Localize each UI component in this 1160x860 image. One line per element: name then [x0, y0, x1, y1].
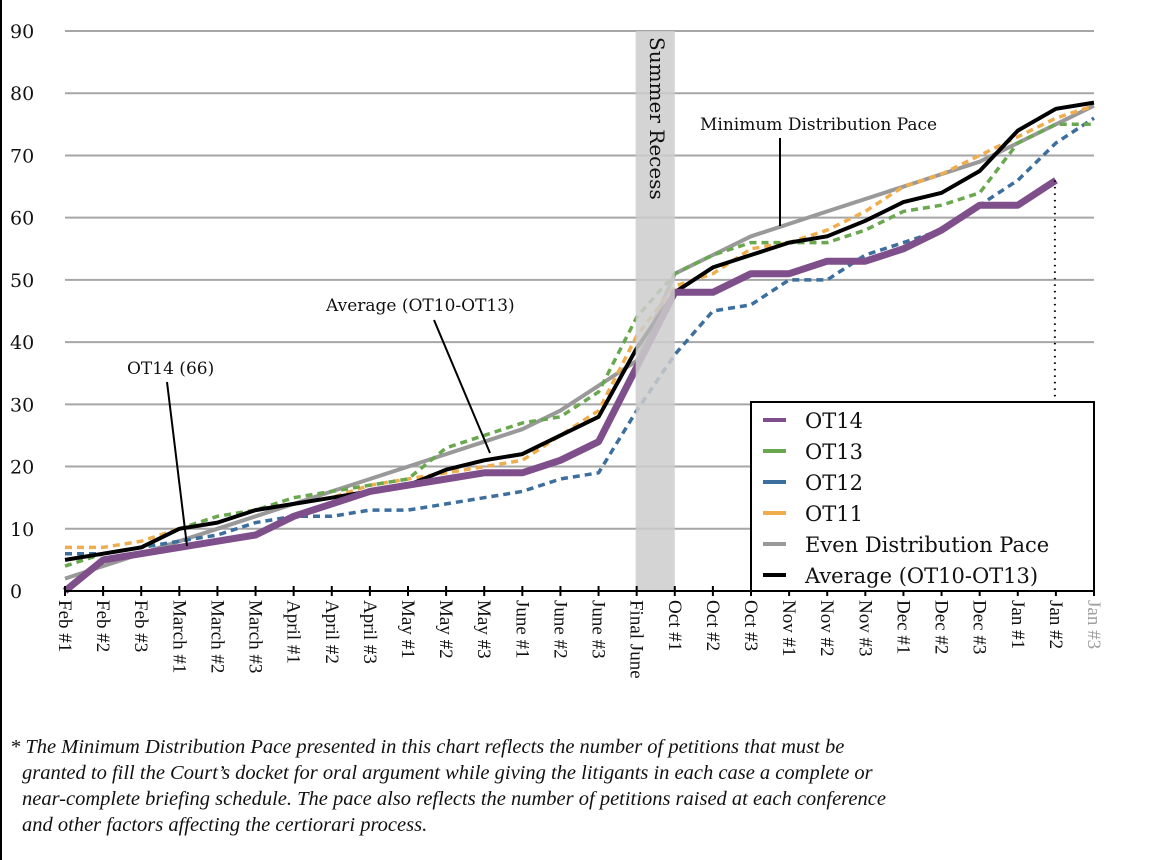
summer-recess-band: [635, 31, 675, 591]
x-tick-label: Dec #2: [931, 600, 952, 654]
annotations: OT14 (66) Average (OT10-OT13) Minimum Dist…: [127, 115, 1056, 547]
series-line-ot11: [65, 104, 1095, 550]
annotation-leader-line: [166, 381, 188, 547]
x-tick-label: Nov #2: [816, 600, 837, 656]
x-tick-label: Oct #1: [664, 600, 685, 651]
y-tick-label: 0: [10, 581, 22, 603]
x-tick-label: June #3: [588, 600, 609, 659]
series-line-ot13: [64, 122, 1094, 568]
y-tick-label: 40: [10, 332, 34, 354]
x-tick-label: May #2: [435, 600, 456, 659]
x-tick-label: Nov #1: [778, 600, 799, 656]
x-tick-label: June #2: [549, 600, 570, 659]
footnote-line: * The Minimum Distribution Pace presente…: [10, 736, 845, 758]
x-tick-label: Oct #3: [740, 600, 761, 651]
footnote-line: and other factors affecting the certiora…: [22, 814, 428, 836]
legend-label: Even Distribution Pace: [805, 533, 1049, 557]
series-lines: Summer Recess: [62, 31, 1095, 594]
legend-label: Average (OT10-OT13): [804, 564, 1038, 588]
x-tick-label: April #1: [283, 600, 304, 664]
y-tick-label: 10: [10, 519, 34, 541]
x-tick-label: March #2: [206, 600, 227, 673]
annotation-leader-line: [433, 319, 491, 454]
x-tick-label: Final June: [626, 600, 647, 679]
legend-label: OT14: [805, 409, 863, 433]
x-axis-tick-labels: Feb #1 Feb #2 Feb #3 March #1 March #2 March …: [54, 600, 1104, 679]
y-tick-label: 90: [10, 21, 34, 43]
series-line-average-ot10-ot13: [64, 100, 1095, 562]
x-tick-label: April #3: [359, 600, 380, 664]
x-tick-label: May #1: [397, 600, 418, 659]
x-tick-label: Oct #2: [702, 600, 723, 651]
legend-box: [750, 401, 1095, 592]
legend-label: OT11: [805, 502, 863, 526]
x-tick-label: Dec #1: [892, 600, 913, 654]
annotation-label: Average (OT10-OT13): [325, 296, 515, 316]
footnote-line: granted to fill the Court’s docket for o…: [22, 762, 873, 784]
y-axis-ticks: 0 10 20 30 40 50 60 70 80 90: [10, 21, 34, 603]
y-tick-label: 30: [10, 394, 34, 416]
y-tick-label: 20: [10, 457, 34, 479]
x-tick-label: Jan #2: [1045, 600, 1066, 649]
legend: OT14 OT13 OT12 OT11 Even Distribution Pace Av…: [750, 401, 1095, 592]
x-tick-label: March #3: [245, 600, 266, 673]
x-tick-label: Feb #2: [92, 600, 113, 652]
x-tick-label: Feb #3: [130, 600, 151, 652]
series-line-ot14: [62, 177, 1058, 594]
x-tick-label: Jan #3: [1083, 600, 1104, 649]
x-tick-label: Jan #1: [1007, 600, 1028, 649]
y-tick-label: 60: [10, 208, 34, 230]
x-tick-label: Dec #3: [969, 600, 990, 654]
x-tick-label: Feb #1: [54, 600, 75, 652]
y-tick-label: 80: [10, 83, 34, 105]
series-line-ot12: [65, 116, 1095, 556]
x-tick-label: March #1: [168, 600, 189, 673]
footnote-line: near-complete briefing schedule. The pac…: [22, 788, 886, 810]
y-tick-label: 70: [10, 145, 34, 167]
x-tick-label: April #2: [321, 600, 342, 664]
footnote: * The Minimum Distribution Pace presente…: [10, 734, 1110, 838]
summer-recess-label: Summer Recess: [645, 37, 669, 200]
x-tick-label: June #1: [511, 600, 532, 659]
legend-label: OT13: [805, 440, 863, 464]
line-chart: 0 10 20 30 40 50 60 70 80 90 Summer Recess Feb #1…: [10, 21, 1104, 679]
annotation-label: OT14 (66): [127, 359, 214, 379]
legend-label: OT12: [805, 471, 863, 495]
x-tick-label: Nov #3: [854, 600, 875, 656]
y-tick-label: 50: [10, 270, 34, 292]
x-tick-label: May #3: [473, 600, 494, 659]
annotation-label: Minimum Distribution Pace: [700, 115, 937, 135]
